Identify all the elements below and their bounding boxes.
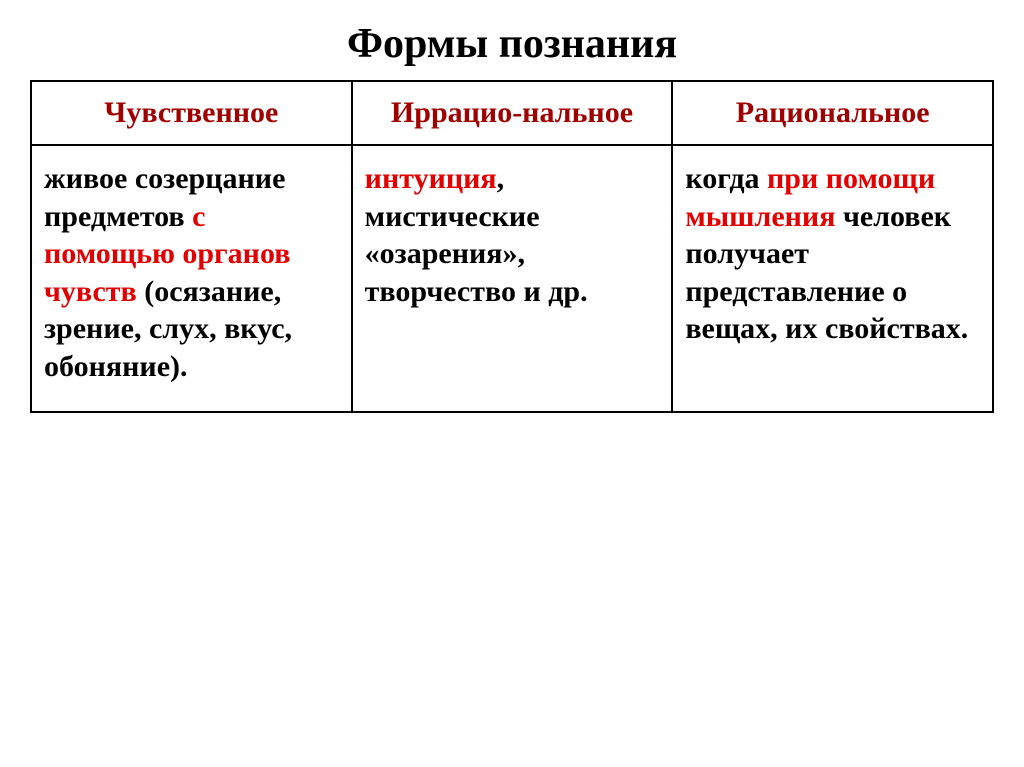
text-run: живое созерцание предметов xyxy=(44,162,285,233)
col-header-sensory: Чувственное xyxy=(31,81,352,145)
text-highlight: интуиция xyxy=(365,162,497,195)
col-header-irrational: Иррацио-нальное xyxy=(352,81,673,145)
forms-table: Чувственное Иррацио-нальное Рациональное… xyxy=(30,80,994,413)
table-row: живое созерцание предметов с помощью орг… xyxy=(31,145,993,412)
slide: Формы познания Чувственное Иррацио-нальн… xyxy=(0,0,1024,767)
col-header-rational: Рациональное xyxy=(672,81,993,145)
slide-title: Формы познания xyxy=(30,20,994,68)
cell-irrational: интуиция, мистические «озарения», творче… xyxy=(352,145,673,412)
cell-rational: когда при помощи мышления человек получа… xyxy=(672,145,993,412)
text-run: когда xyxy=(685,162,767,195)
cell-sensory: живое созерцание предметов с помощью орг… xyxy=(31,145,352,412)
table-header-row: Чувственное Иррацио-нальное Рациональное xyxy=(31,81,993,145)
